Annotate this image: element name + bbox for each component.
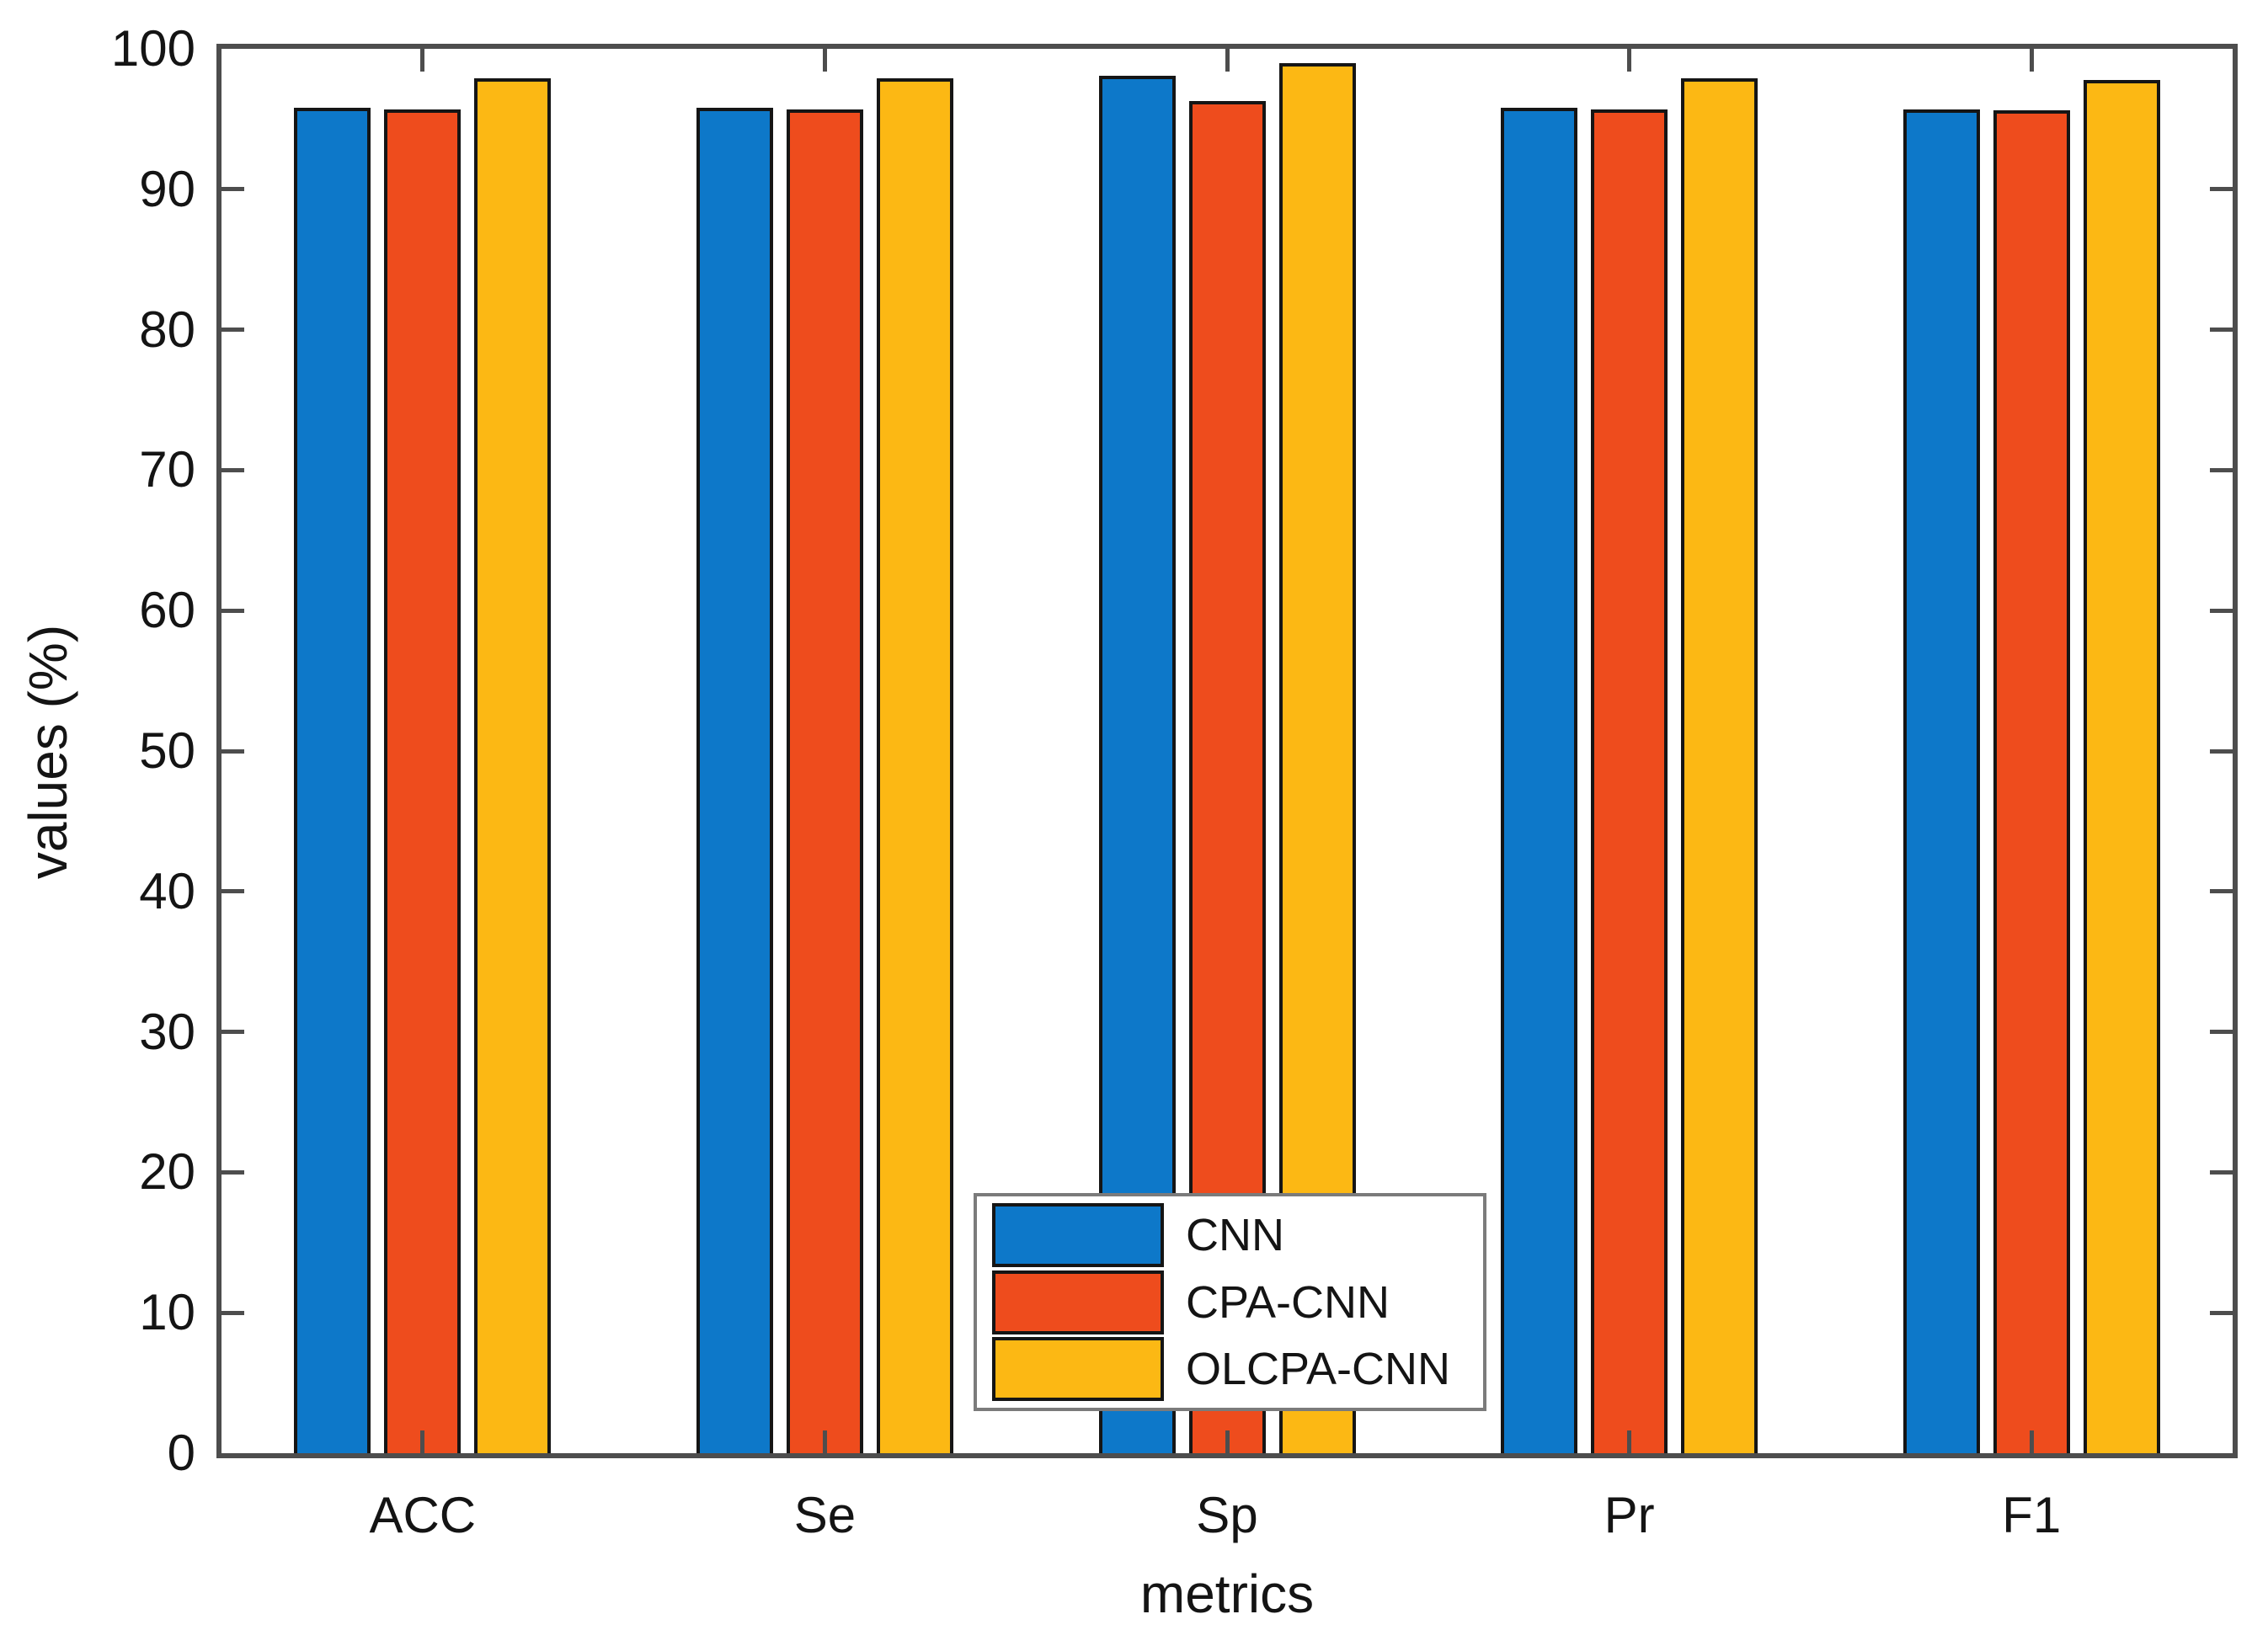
x-tick-mark-bottom	[822, 1430, 827, 1453]
x-tick-label: Pr	[1604, 1487, 1655, 1543]
y-tick-mark-right	[2210, 1310, 2233, 1315]
legend-swatch-cnn	[992, 1203, 1164, 1268]
x-tick-mark-bottom	[2029, 1430, 2034, 1453]
y-tick-mark-left	[221, 1310, 244, 1315]
y-tick-label: 10	[139, 1284, 195, 1341]
y-tick-mark-left	[221, 467, 244, 472]
bar-olcpa-cnn-acc	[474, 78, 552, 1453]
x-tick-mark-top	[1225, 49, 1230, 72]
y-tick-label: 80	[139, 301, 195, 358]
bar-cnn-f1	[1902, 109, 1980, 1453]
y-tick-label: 30	[139, 1003, 195, 1060]
x-tick-mark-bottom	[420, 1430, 425, 1453]
y-tick-mark-right	[2210, 187, 2233, 192]
x-tick-mark-top	[2029, 49, 2034, 72]
x-tick-mark-top	[822, 49, 827, 72]
bar-olcpa-cnn-pr	[1681, 78, 1758, 1453]
x-tick-label: F1	[2002, 1487, 2062, 1543]
y-tick-mark-left	[221, 1169, 244, 1175]
x-tick-mark-bottom	[1627, 1430, 1632, 1453]
y-tick-mark-right	[2210, 748, 2233, 754]
y-tick-mark-right	[2210, 1030, 2233, 1035]
bar-cnn-acc	[294, 108, 371, 1453]
bar-cpa-cnn-pr	[1591, 109, 1668, 1453]
x-tick-mark-top	[1627, 49, 1632, 72]
legend-swatch-olcpa-cnn	[992, 1336, 1164, 1401]
x-tick-mark-bottom	[1225, 1430, 1230, 1453]
legend-swatch-cpa-cnn	[992, 1270, 1164, 1334]
x-tick-label: Sp	[1196, 1487, 1258, 1543]
bar-cnn-pr	[1501, 108, 1578, 1453]
legend: CNN CPA-CNN OLCPA-CNN	[974, 1193, 1486, 1411]
legend-row-cnn: CNN	[992, 1202, 1475, 1268]
x-tick-label: Se	[793, 1487, 857, 1543]
y-tick-mark-left	[221, 748, 244, 754]
y-tick-mark-left	[221, 187, 244, 192]
y-tick-mark-left	[221, 608, 244, 613]
plot-area	[216, 44, 2238, 1458]
y-tick-mark-right	[2210, 889, 2233, 894]
legend-row-olcpa-cnn: OLCPA-CNN	[992, 1336, 1475, 1402]
y-tick-label: 90	[139, 160, 195, 217]
y-tick-label: 100	[110, 20, 195, 77]
y-tick-label: 50	[139, 722, 195, 779]
y-tick-label: 20	[139, 1143, 195, 1201]
legend-label: OLCPA-CNN	[1186, 1343, 1451, 1394]
bar-cnn-se	[696, 108, 773, 1453]
y-tick-label: 40	[139, 862, 195, 919]
y-tick-mark-left	[221, 328, 244, 333]
bar-olcpa-cnn-f1	[2083, 79, 2160, 1453]
bar-cpa-cnn-se	[786, 109, 863, 1453]
legend-row-cpa-cnn: CPA-CNN	[992, 1270, 1475, 1335]
y-tick-label: 0	[167, 1425, 195, 1481]
bar-cpa-cnn-acc	[384, 109, 462, 1453]
y-tick-mark-left	[221, 889, 244, 894]
legend-label: CNN	[1186, 1210, 1284, 1261]
x-tick-label: ACC	[369, 1487, 477, 1543]
legend-label: CPA-CNN	[1186, 1276, 1390, 1328]
y-tick-mark-right	[2210, 1169, 2233, 1175]
y-tick-label: 70	[139, 441, 195, 498]
y-tick-mark-right	[2210, 467, 2233, 472]
x-axis-label: metrics	[1139, 1563, 1315, 1624]
y-tick-mark-right	[2210, 328, 2233, 333]
y-tick-label: 60	[139, 582, 195, 639]
y-tick-mark-left	[221, 1030, 244, 1035]
bar-olcpa-cnn-se	[876, 78, 953, 1453]
y-tick-mark-right	[2210, 608, 2233, 613]
bar-cpa-cnn-f1	[1993, 110, 2070, 1453]
x-tick-mark-top	[420, 49, 425, 72]
